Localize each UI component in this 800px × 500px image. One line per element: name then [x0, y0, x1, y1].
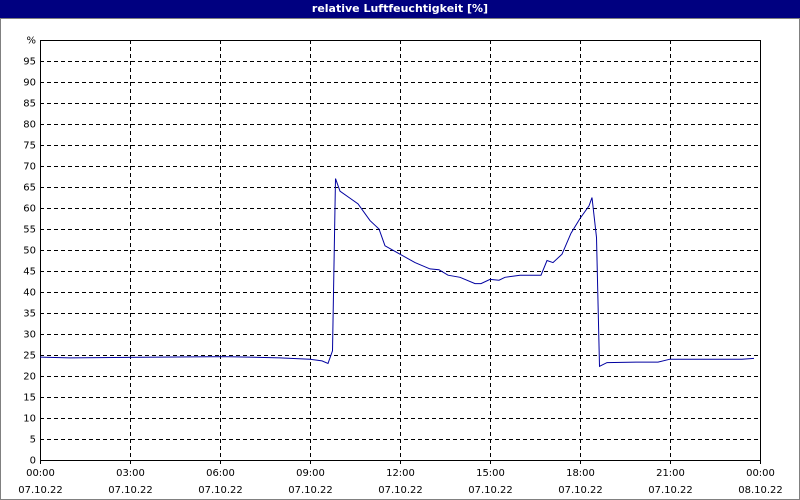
y-tick-label: 20 [23, 372, 36, 383]
y-tick-label: 70 [23, 162, 36, 173]
y-tick-label: % [26, 36, 36, 47]
x-tick-label: 07.10.22 [288, 485, 333, 496]
y-tick-label: 35 [23, 309, 36, 320]
y-tick-label: 0 [30, 456, 36, 467]
y-tick-label: 25 [23, 351, 36, 362]
x-tick-label: 07.10.22 [468, 485, 513, 496]
x-tick-label: 03:00 [116, 468, 145, 479]
x-tick-label: 07.10.22 [648, 485, 693, 496]
y-tick-label: 15 [23, 393, 36, 404]
x-tick-label: 06:00 [206, 468, 235, 479]
y-tick-label: 85 [23, 99, 36, 110]
y-tick-label: 60 [23, 204, 36, 215]
y-tick-label: 40 [23, 288, 36, 299]
x-tick-label: 12:00 [386, 468, 415, 479]
y-tick-label: 90 [23, 78, 36, 89]
x-tick-label: 07.10.22 [18, 485, 63, 496]
y-tick-label: 65 [23, 183, 36, 194]
x-tick-label: 21:00 [656, 468, 685, 479]
x-tick-label: 07.10.22 [558, 485, 603, 496]
data-line [39, 178, 755, 368]
y-tick-label: 45 [23, 267, 36, 278]
y-tick-label: 30 [23, 330, 36, 341]
y-tick-label: 75 [23, 141, 36, 152]
y-tick-label: 5 [30, 435, 36, 446]
y-tick-label: 50 [23, 246, 36, 257]
x-tick-label: 00:00 [746, 468, 775, 479]
x-tick-label: 00:00 [26, 468, 55, 479]
x-tick-label: 15:00 [476, 468, 505, 479]
y-tick-label: 80 [23, 120, 36, 131]
x-tick-label: 08.10.22 [738, 485, 783, 496]
x-tick-label: 09:00 [296, 468, 325, 479]
y-tick-label: 95 [23, 57, 36, 68]
x-tick-label: 07.10.22 [378, 485, 423, 496]
plot-area [40, 40, 761, 461]
x-tick-label: 07.10.22 [108, 485, 153, 496]
chart-title: relative Luftfeuchtigkeit [%] [0, 0, 800, 18]
x-tick-label: 18:00 [566, 468, 595, 479]
y-tick-label: 55 [23, 225, 36, 236]
y-tick-label: 10 [23, 414, 36, 425]
x-tick-label: 07.10.22 [198, 485, 243, 496]
